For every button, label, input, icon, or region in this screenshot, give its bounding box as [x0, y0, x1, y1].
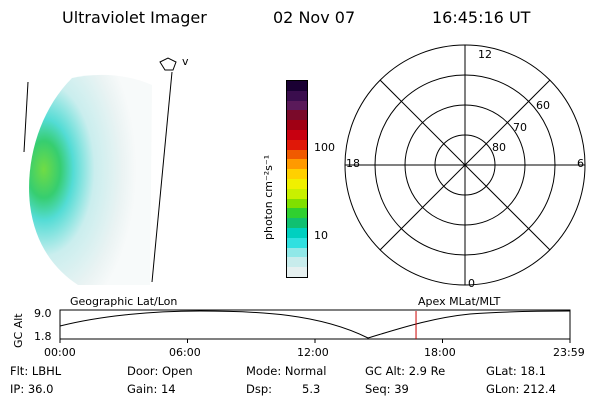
ip-readout: IP: 36.0 — [10, 382, 54, 396]
dsp-label: Dsp: — [246, 382, 273, 396]
timeline-left-label: Geographic Lat/Lon — [70, 295, 178, 308]
timeline-x-tick-0600: 06:00 — [169, 346, 201, 359]
seq-readout: Seq: 39 — [365, 382, 409, 396]
timeline-x-tick-1200: 12:00 — [297, 346, 329, 359]
colorbar-segment — [287, 100, 307, 111]
spacecraft-icon — [159, 57, 177, 71]
colorbar-segment — [287, 110, 307, 121]
timeline-right-label: Apex MLat/MLT — [418, 295, 501, 308]
glon-readout: GLon: 212.4 — [486, 382, 556, 396]
timeline-frame — [59, 309, 571, 340]
colorbar-segment — [287, 247, 307, 258]
colorbar-segment — [287, 139, 307, 150]
door-readout: Door: Open — [127, 364, 193, 378]
colorbar-segment — [287, 227, 307, 238]
timeline-x-tick-1800: 18:00 — [424, 346, 456, 359]
time-label: 16:45:16 UT — [432, 8, 531, 27]
filter-readout: Flt: LBHL — [10, 364, 62, 378]
image-edge-right — [151, 71, 173, 283]
colorbar-segment — [287, 237, 307, 248]
date-label: 02 Nov 07 — [273, 8, 356, 27]
colorbar-tick-10: 10 — [314, 229, 328, 242]
colorbar-segment — [287, 81, 307, 91]
aurora-oval-shape — [29, 74, 152, 285]
mlt-label-18: 18 — [346, 157, 360, 170]
lat-label-60: 60 — [536, 99, 550, 112]
glat-readout: GLat: 18.1 — [486, 364, 547, 378]
colorbar-segment — [287, 120, 307, 130]
diag-line-2 — [379, 79, 551, 251]
mode-readout: Mode: Normal — [246, 364, 327, 378]
timeline-x-tick-0000: 00:00 — [44, 346, 76, 359]
colorbar-segment — [287, 129, 307, 140]
timeline-y-max: 9.0 — [34, 307, 52, 320]
colorbar-segment — [287, 149, 307, 160]
gc-alt-readout: GC Alt: 2.9 Re — [365, 364, 446, 378]
colorbar — [286, 80, 308, 278]
colorbar-segment — [287, 218, 307, 228]
image-marker: v — [182, 55, 189, 68]
colorbar-segment — [287, 90, 307, 101]
gain-readout: Gain: 14 — [127, 382, 176, 396]
timeline-x-tick-2359: 23:59 — [553, 346, 585, 359]
mlt-label-12: 12 — [478, 48, 492, 61]
lat-label-80: 80 — [492, 141, 506, 154]
colorbar-segment — [287, 267, 307, 277]
colorbar-segment — [287, 208, 307, 219]
colorbar-segment — [287, 198, 307, 209]
colorbar-segment — [287, 188, 307, 199]
app-title: Ultraviolet Imager — [62, 8, 207, 27]
colorbar-segment — [287, 169, 307, 179]
colorbar-segment — [287, 178, 307, 189]
altitude-curve — [59, 310, 571, 339]
dsp-value: 5.3 — [302, 382, 321, 396]
colorbar-segment — [287, 257, 307, 268]
mlt-label-6: 6 — [577, 157, 584, 170]
lat-label-70: 70 — [513, 121, 527, 134]
image-edge-left — [23, 81, 29, 153]
mlt-label-0: 0 — [468, 277, 475, 290]
colorbar-segment — [287, 159, 307, 170]
timeline-y-min: 1.8 — [34, 330, 52, 343]
colorbar-tick-100: 100 — [314, 141, 335, 154]
